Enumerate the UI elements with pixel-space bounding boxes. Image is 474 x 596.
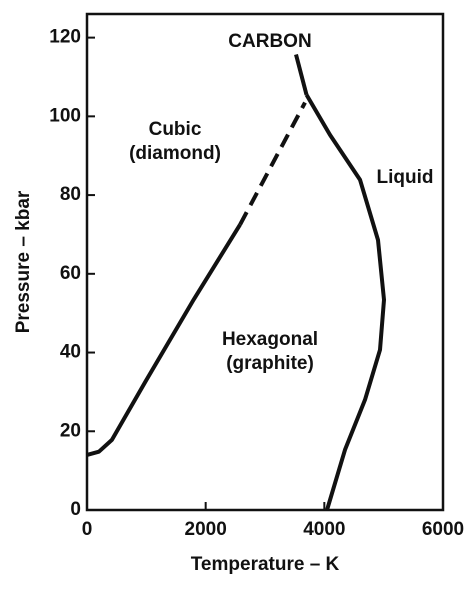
annotation: Cubic [149, 119, 202, 140]
x-axis-label: Temperature – K [191, 554, 340, 575]
y-tick-label: 100 [49, 105, 81, 126]
plot-frame [85, 12, 445, 512]
chart-title: CARBON [228, 31, 311, 52]
y-tick-label: 80 [60, 184, 81, 205]
annotation: (diamond) [129, 143, 221, 164]
y-tick-label: 120 [49, 27, 81, 48]
phase-boundary [294, 53, 309, 96]
phase-boundary [86, 223, 242, 457]
phase-boundary [238, 101, 307, 226]
y-tick-label: 60 [60, 263, 81, 284]
y-axis-label: Pressure – kbar [13, 190, 34, 333]
x-tick-label: 4000 [303, 519, 345, 540]
phase-boundary [304, 93, 386, 511]
y-tick-label: 20 [60, 420, 81, 441]
y-tick-label: 0 [70, 499, 81, 520]
annotation: Hexagonal [222, 329, 318, 350]
x-tick-label: 0 [82, 519, 93, 540]
annotation: Liquid [377, 167, 434, 188]
y-tick-label: 40 [60, 342, 81, 363]
x-tick-label: 2000 [185, 519, 227, 540]
annotation: (graphite) [226, 353, 314, 374]
x-tick-label: 6000 [422, 519, 464, 540]
